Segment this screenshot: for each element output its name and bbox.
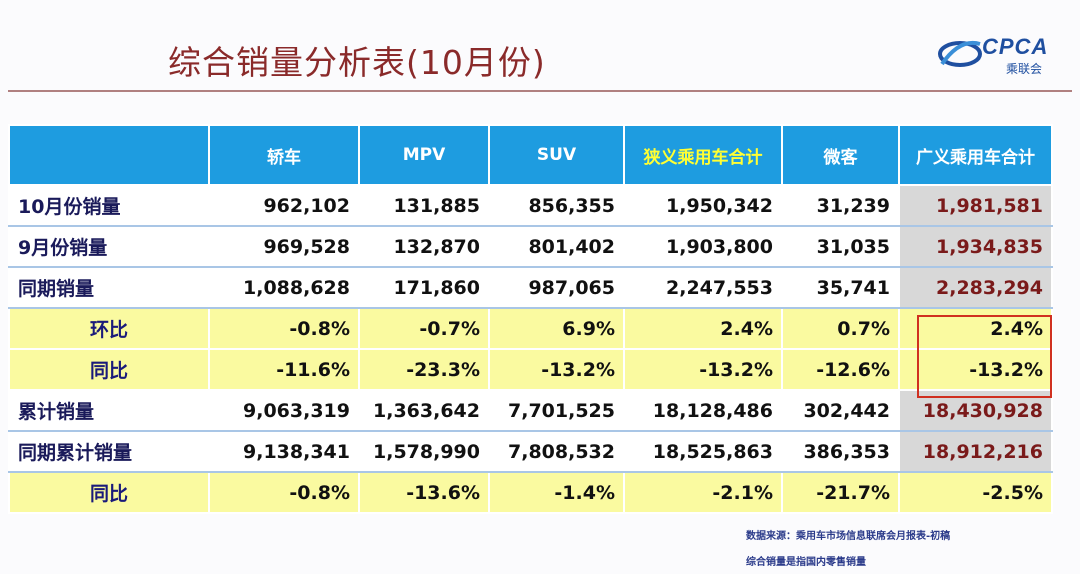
- table-cell: 171,860: [358, 266, 490, 309]
- table-row: 累计销量 9,063,319 1,363,642 7,701,525 18,128,48…: [8, 389, 1053, 432]
- cpca-swoosh-icon: [938, 41, 982, 67]
- table-cell: 1,981,581: [898, 184, 1053, 227]
- table-row: 环比 -0.8% -0.7% 6.9% 2.4% 0.7% 2.4%: [8, 307, 1053, 350]
- header-cell-empty: [8, 124, 210, 186]
- table-cell: 18,128,486: [623, 389, 783, 432]
- table-cell: 131,885: [358, 184, 490, 227]
- header-cell-mpv: MPV: [358, 124, 490, 186]
- table-cell: 1,950,342: [623, 184, 783, 227]
- row-label: 10月份销量: [8, 184, 210, 227]
- sales-table: 轿车 MPV SUV 狭义乘用车合计 微客 广义乘用车合计 10月份销量 962,…: [8, 124, 1053, 514]
- cpca-logo: CPCA 乘联会: [936, 30, 1076, 80]
- table-cell: -21.7%: [781, 471, 900, 514]
- table-cell: 386,353: [781, 430, 900, 473]
- table-cell: -13.2%: [898, 348, 1053, 391]
- table-cell: 801,402: [488, 225, 625, 268]
- table-row: 同比 -11.6% -23.3% -13.2% -13.2% -12.6% -13.2%: [8, 348, 1053, 391]
- header-cell-broad-total: 广义乘用车合计: [898, 124, 1053, 186]
- row-label: 9月份销量: [8, 225, 210, 268]
- table-cell: -12.6%: [781, 348, 900, 391]
- table-cell: 7,808,532: [488, 430, 625, 473]
- table-cell: -2.5%: [898, 471, 1053, 514]
- header-cell-narrow-total: 狭义乘用车合计: [623, 124, 783, 186]
- header-cell-minivan: 微客: [781, 124, 900, 186]
- header-cell-sedan: 轿车: [208, 124, 360, 186]
- table-cell: -11.6%: [208, 348, 360, 391]
- table-cell: 1,088,628: [208, 266, 360, 309]
- table-cell: 302,442: [781, 389, 900, 432]
- table-cell: -13.2%: [623, 348, 783, 391]
- table-cell: 132,870: [358, 225, 490, 268]
- table-cell: 9,138,341: [208, 430, 360, 473]
- table-cell: 18,430,928: [898, 389, 1053, 432]
- table-row: 同比 -0.8% -13.6% -1.4% -2.1% -21.7% -2.5%: [8, 471, 1053, 514]
- table-cell: 969,528: [208, 225, 360, 268]
- logo-brand: CPCA: [982, 34, 1049, 59]
- table-cell: 18,525,863: [623, 430, 783, 473]
- table-cell: -0.8%: [208, 471, 360, 514]
- table-cell: 31,239: [781, 184, 900, 227]
- table-row: 9月份销量 969,528 132,870 801,402 1,903,800 31,03…: [8, 225, 1053, 268]
- row-label: 同比: [8, 471, 210, 514]
- table-cell: 7,701,525: [488, 389, 625, 432]
- header-cell-suv: SUV: [488, 124, 625, 186]
- table-cell: 2.4%: [623, 307, 783, 350]
- table-header-row: 轿车 MPV SUV 狭义乘用车合计 微客 广义乘用车合计: [8, 124, 1053, 186]
- table-cell: -13.2%: [488, 348, 625, 391]
- table-cell: 1,903,800: [623, 225, 783, 268]
- definition-note: 综合销量是指国内零售销量: [746, 557, 866, 568]
- table-cell: 2,247,553: [623, 266, 783, 309]
- table-cell: -2.1%: [623, 471, 783, 514]
- table-cell: 2.4%: [898, 307, 1053, 350]
- table-cell: -23.3%: [358, 348, 490, 391]
- row-label: 累计销量: [8, 389, 210, 432]
- table-cell: -0.7%: [358, 307, 490, 350]
- table-cell: 987,065: [488, 266, 625, 309]
- table-cell: 1,363,642: [358, 389, 490, 432]
- table-cell: 31,035: [781, 225, 900, 268]
- table-cell: 0.7%: [781, 307, 900, 350]
- title-divider: [8, 90, 1072, 92]
- table-row: 10月份销量 962,102 131,885 856,355 1,950,342 31,2…: [8, 184, 1053, 227]
- source-note: 数据来源：乘用车市场信息联席会月报表-初稿: [746, 531, 951, 542]
- row-label: 环比: [8, 307, 210, 350]
- table-cell: 1,578,990: [358, 430, 490, 473]
- table-cell: 856,355: [488, 184, 625, 227]
- row-label: 同比: [8, 348, 210, 391]
- table-cell: 6.9%: [488, 307, 625, 350]
- row-label: 同期销量: [8, 266, 210, 309]
- table-row: 同期销量 1,088,628 171,860 987,065 2,247,553 35,7…: [8, 266, 1053, 309]
- table-cell: 9,063,319: [208, 389, 360, 432]
- table-cell: 962,102: [208, 184, 360, 227]
- row-label: 同期累计销量: [8, 430, 210, 473]
- table-cell: -13.6%: [358, 471, 490, 514]
- logo-subtitle: 乘联会: [1006, 62, 1043, 76]
- table-row: 同期累计销量 9,138,341 1,578,990 7,808,532 18,525,…: [8, 430, 1053, 473]
- table-cell: 2,283,294: [898, 266, 1053, 309]
- table-cell: -0.8%: [208, 307, 360, 350]
- table-cell: 35,741: [781, 266, 900, 309]
- page-title: 综合销量分析表(10月份): [168, 43, 546, 82]
- table-cell: 1,934,835: [898, 225, 1053, 268]
- table-cell: 18,912,216: [898, 430, 1053, 473]
- table-cell: -1.4%: [488, 471, 625, 514]
